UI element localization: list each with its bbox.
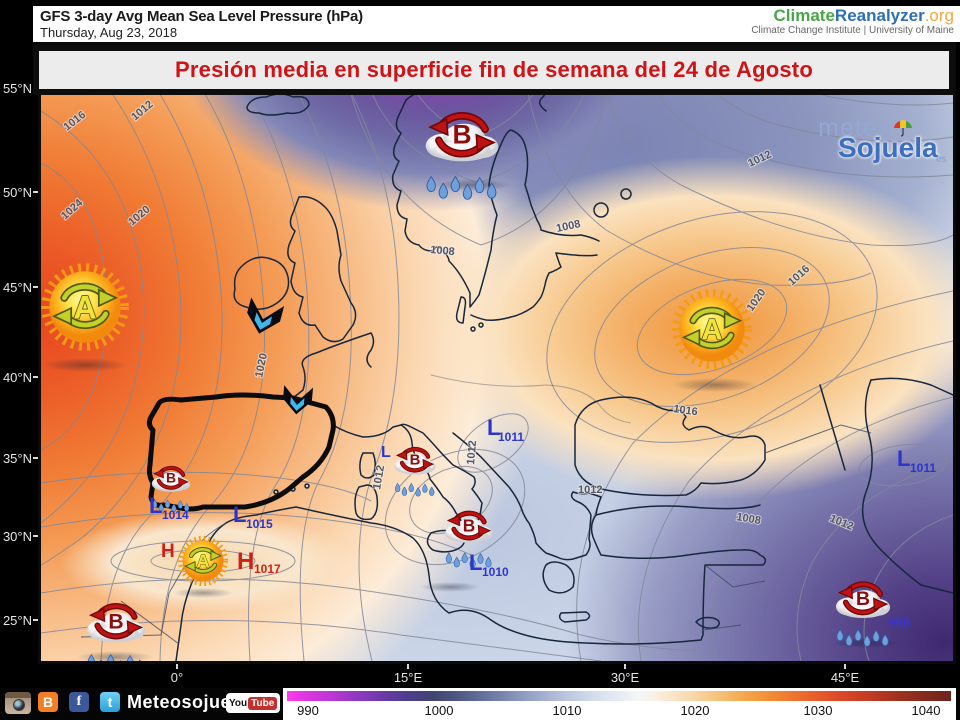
svg-text:1020: 1020 xyxy=(253,352,270,378)
brand-subtitle: Climate Change Institute | University of… xyxy=(751,25,954,36)
blogger-icon[interactable]: B xyxy=(38,692,58,712)
cyclone-mideast xyxy=(836,584,890,646)
colorbar-tick-1030: 1030 xyxy=(803,703,833,718)
lat-label-40n: 40°N xyxy=(2,370,32,385)
svg-text:1020: 1020 xyxy=(745,287,769,314)
colorbar-tick-1020: 1020 xyxy=(680,703,710,718)
colorbar-tick-1000: 1000 xyxy=(424,703,454,718)
svg-text:1011: 1011 xyxy=(910,461,936,475)
svg-text:1012: 1012 xyxy=(371,464,387,490)
brand-part-orange: .org xyxy=(924,6,954,25)
svg-text:1012: 1012 xyxy=(746,148,773,169)
svg-text:1016: 1016 xyxy=(61,109,88,134)
low-label-ionian: L 1010 xyxy=(469,550,509,579)
svg-text:1020: 1020 xyxy=(126,203,152,228)
lon-label-30e: 30°E xyxy=(610,670,640,685)
svg-text:1014: 1014 xyxy=(162,508,189,522)
anticyclone-east-europe xyxy=(676,293,747,364)
lon-label-0: 0° xyxy=(170,670,184,685)
anticyclone-atlantic xyxy=(46,268,124,346)
climatereanalyzer-logo[interactable]: ClimateReanalyzer.org xyxy=(774,6,955,26)
lat-label-35n: 35°N xyxy=(2,451,32,466)
lat-label-45n: 45°N xyxy=(2,280,32,295)
low-label-alboran: L 1015 xyxy=(233,502,273,531)
lat-label-25n: 25°N xyxy=(2,613,32,628)
youtube-tube: Tube xyxy=(248,696,278,710)
twitter-icon[interactable]: t xyxy=(100,692,120,712)
colorbar-tick-990: 990 xyxy=(297,703,319,718)
youtube-you: You xyxy=(229,697,248,709)
svg-text:1011: 1011 xyxy=(498,430,524,444)
lat-label-30n: 30°N xyxy=(2,529,32,544)
high-label-west: H xyxy=(161,541,175,562)
footer-bar: B f t Meteosojuela You Tube 990 1000 101… xyxy=(0,688,960,720)
colorbar-tick-1040: 1040 xyxy=(911,703,941,718)
colorbar-tick-1010: 1010 xyxy=(552,703,582,718)
low-label-iberia: L 1014 xyxy=(149,493,189,522)
svg-text:1012: 1012 xyxy=(465,440,479,465)
svg-text:1017: 1017 xyxy=(254,562,281,576)
svg-text:1015: 1015 xyxy=(246,517,273,531)
lon-label-45e: 45°E xyxy=(830,670,860,685)
brand-part-blue: Reanalyzer xyxy=(834,6,925,25)
anticyclone-north-africa xyxy=(181,539,226,584)
headline-banner: Presión media en superficie fin de seman… xyxy=(33,45,955,95)
lat-label-50n: 50°N xyxy=(2,185,32,200)
pressure-colorbar xyxy=(287,691,951,701)
headline-text: Presión media en superficie fin de seman… xyxy=(175,57,813,82)
svg-text:1008: 1008 xyxy=(735,511,761,527)
svg-text:1016: 1016 xyxy=(673,403,699,418)
lat-label-55n: 55°N xyxy=(2,81,32,96)
pressure-map: B xyxy=(38,42,956,664)
facebook-icon[interactable]: f xyxy=(69,692,89,712)
blogger-letter: B xyxy=(42,694,54,710)
lon-label-15e: 15°E xyxy=(393,670,423,685)
isobars xyxy=(41,45,953,661)
page-title: GFS 3-day Avg Mean Sea Level Pressure (h… xyxy=(40,8,363,25)
svg-text:1012: 1012 xyxy=(578,484,602,496)
footer-brand-text: Meteosojuela xyxy=(127,692,248,712)
colorbar-panel: 990 1000 1010 1020 1030 1040 xyxy=(283,688,956,720)
instagram-icon[interactable] xyxy=(5,692,31,714)
iberia-highlight-outline xyxy=(146,392,336,512)
svg-text:L: L xyxy=(897,446,910,471)
high-label-east: H 1017 xyxy=(237,548,281,576)
svg-text:1008: 1008 xyxy=(430,244,455,258)
svg-text:1008: 1008 xyxy=(555,218,581,235)
facebook-letter: f xyxy=(76,694,82,709)
youtube-logo[interactable]: You Tube xyxy=(226,693,281,713)
forecast-date: Thursday, Aug 23, 2018 xyxy=(40,25,178,40)
svg-text:L: L xyxy=(149,493,162,518)
svg-text:1012: 1012 xyxy=(129,98,155,123)
twitter-letter: t xyxy=(107,694,113,710)
low-label-mideast: 998 xyxy=(888,615,910,630)
cyclone-italy xyxy=(395,449,436,496)
svg-text:H: H xyxy=(237,548,254,575)
svg-text:L: L xyxy=(487,415,500,440)
low-label-tyrrhenian: L xyxy=(381,444,391,461)
low-label-caspian: L 1011 xyxy=(897,446,936,475)
svg-text:L: L xyxy=(469,550,482,575)
brand-part-green: Climate xyxy=(773,6,835,25)
map-overlay: B xyxy=(41,45,953,661)
svg-text:L: L xyxy=(233,502,246,527)
svg-text:1012: 1012 xyxy=(828,513,855,533)
coastlines xyxy=(175,69,953,661)
svg-text:1010: 1010 xyxy=(482,565,509,579)
header-bar: GFS 3-day Avg Mean Sea Level Pressure (h… xyxy=(33,6,960,42)
